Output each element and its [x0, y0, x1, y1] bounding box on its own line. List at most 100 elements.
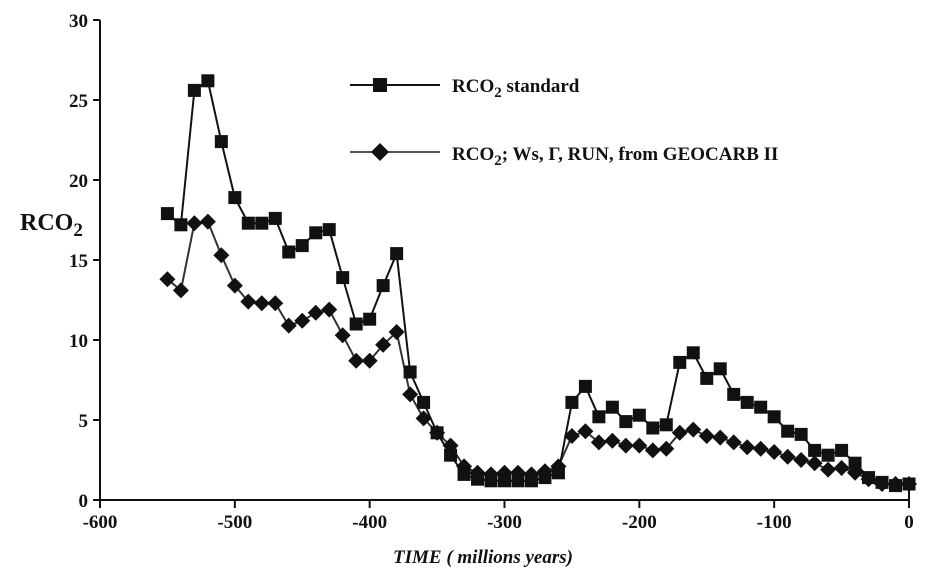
legend-label-standard: RCO2 standard: [452, 76, 580, 101]
data-point-square: [524, 474, 538, 488]
data-point-diamond: [590, 434, 607, 451]
data-point-square: [417, 395, 431, 409]
series-line: [166, 220, 909, 485]
y-axis-label: RCO2: [20, 210, 83, 241]
data-point-square: [902, 477, 916, 491]
data-point-square: [336, 271, 350, 285]
data-point-diamond: [739, 439, 756, 456]
data-point-square: [295, 239, 309, 253]
data-point-diamond: [253, 295, 270, 312]
data-point-diamond: [698, 428, 715, 444]
data-point-square: [282, 245, 296, 259]
data-point-square: [390, 247, 404, 261]
data-point-square: [754, 400, 768, 414]
data-point-square: [835, 443, 849, 457]
data-point-diamond: [159, 271, 176, 288]
series-standard: [160, 74, 916, 493]
y-tick-label: 30: [69, 11, 88, 32]
data-point-square: [511, 474, 525, 488]
data-point-square: [349, 317, 363, 331]
x-tick-label: 0: [904, 512, 914, 533]
data-point-diamond: [186, 215, 203, 232]
data-point-square: [403, 365, 417, 379]
data-point-diamond: [213, 247, 230, 264]
data-point-square: [821, 448, 835, 462]
data-point-square: [551, 466, 565, 480]
data-point-diamond: [172, 282, 189, 299]
data-point-diamond: [294, 312, 311, 329]
legend-square-marker: [373, 78, 387, 92]
data-point-diamond: [631, 437, 648, 454]
data-point-diamond: [307, 304, 324, 321]
x-tick-label: -500: [217, 512, 252, 533]
data-point-diamond: [563, 428, 580, 444]
series-line: [166, 79, 910, 487]
legend: RCO2 standard RCO2; Ws, Γ, RUN, from GEO…: [350, 76, 778, 169]
data-point-diamond: [658, 440, 675, 457]
data-point-square: [808, 443, 822, 457]
y-tick-label: 10: [69, 331, 88, 352]
legend-diamond-marker: [371, 143, 389, 161]
data-point-square: [228, 191, 242, 205]
x-tick-label: -200: [622, 512, 657, 533]
data-point-square: [781, 424, 795, 438]
data-point-diamond: [199, 213, 216, 230]
data-point-square: [875, 475, 889, 489]
data-point-diamond: [226, 277, 243, 294]
data-point-square: [430, 426, 444, 440]
data-point-diamond: [375, 336, 392, 353]
data-point-square: [767, 410, 781, 424]
data-point-diamond: [820, 461, 837, 478]
data-point-square: [255, 216, 269, 230]
y-tick-label: 5: [79, 411, 89, 432]
data-point-square: [538, 471, 552, 485]
data-point-square: [565, 395, 579, 409]
data-point-square: [646, 421, 660, 435]
data-point-diamond: [685, 421, 702, 438]
data-point-square: [713, 362, 727, 376]
y-tick-label: 15: [69, 251, 88, 272]
data-point-square: [659, 418, 673, 432]
data-point-square: [214, 135, 228, 149]
data-point-square: [484, 474, 498, 488]
data-point-square: [444, 448, 458, 462]
data-point-square: [160, 207, 174, 221]
data-point-square: [605, 400, 619, 414]
data-point-square: [457, 467, 471, 481]
x-tick-label: -300: [487, 512, 522, 533]
x-tick-label: -100: [757, 512, 792, 533]
data-point-diamond: [267, 295, 284, 312]
data-point-diamond: [348, 352, 365, 369]
axes: 0 5 10 15 20 25 30 -600 -500 -400 -300 -200 -100 0: [69, 11, 914, 533]
data-point-square: [632, 408, 646, 422]
series-layer: [159, 74, 917, 493]
data-point-diamond: [361, 352, 378, 369]
data-point-diamond: [604, 432, 621, 449]
data-point-square: [268, 211, 282, 225]
data-point-square: [619, 415, 633, 429]
data-point-square: [727, 387, 741, 401]
data-point-diamond: [752, 440, 769, 457]
data-point-square: [376, 279, 390, 293]
x-tick-label: -400: [352, 512, 387, 533]
data-point-diamond: [712, 429, 729, 446]
x-axis-label: TIME ( millions years): [393, 547, 573, 568]
data-point-square: [592, 410, 606, 424]
data-point-square: [794, 427, 808, 441]
data-point-diamond: [617, 437, 634, 454]
data-point-square: [889, 479, 903, 493]
data-point-square: [363, 312, 377, 326]
data-point-diamond: [833, 460, 850, 476]
data-point-diamond: [334, 327, 351, 344]
data-point-diamond: [577, 423, 594, 440]
legend-label-geocarb: RCO2; Ws, Γ, RUN, from GEOCARB II: [452, 144, 778, 169]
data-point-diamond: [806, 455, 823, 472]
data-point-diamond: [671, 424, 688, 441]
data-point-square: [241, 216, 255, 230]
data-point-diamond: [240, 293, 257, 310]
data-point-square: [862, 471, 876, 485]
data-point-diamond: [321, 301, 338, 318]
data-point-diamond: [415, 410, 432, 427]
data-point-diamond: [280, 317, 297, 334]
